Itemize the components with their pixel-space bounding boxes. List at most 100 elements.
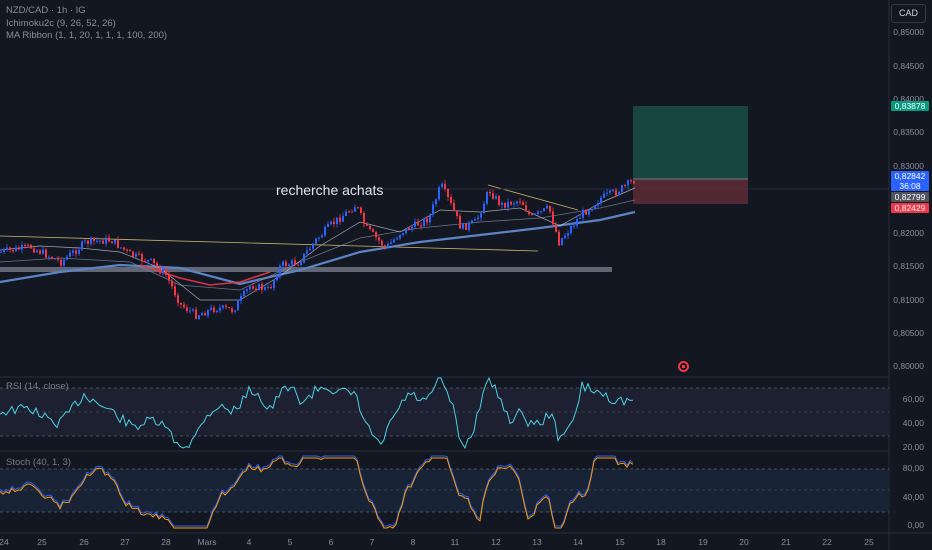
candle-body (6, 247, 8, 250)
candle-body (444, 183, 446, 190)
candle-body (273, 280, 275, 289)
candle-body (513, 203, 515, 205)
candle-body (279, 265, 281, 278)
ma-ribbon-legend[interactable]: MA Ribbon (1, 1, 20, 1, 1, 1, 100, 200) (6, 30, 168, 41)
candle-body (576, 219, 578, 226)
candle-body (408, 227, 410, 231)
candle-body (336, 217, 338, 224)
candle-body (231, 308, 233, 312)
candle-body (138, 253, 140, 255)
candle-body (96, 240, 98, 242)
candle-body (621, 185, 623, 193)
candle-body (234, 310, 236, 312)
candle-body (186, 307, 188, 312)
candle-body (285, 261, 287, 267)
candle-body (132, 251, 134, 257)
candle-body (159, 266, 161, 274)
candle-body (294, 260, 296, 265)
trend-line-long[interactable] (0, 235, 539, 252)
candle-body (210, 307, 212, 310)
candle-body (318, 237, 320, 239)
price-tick: 0,84500 (893, 61, 924, 71)
date-label: 28 (161, 537, 171, 547)
symbol-legend[interactable]: NZD/CAD · 1h · IG (6, 5, 86, 16)
candle-body (507, 201, 509, 208)
annotation-text[interactable]: recherche achats (276, 182, 384, 198)
price-tick: 0,85000 (893, 27, 924, 37)
candle-body (369, 225, 371, 230)
candle-body (204, 313, 206, 316)
candle-body (438, 187, 440, 200)
candle-body (366, 223, 368, 226)
candle-body (42, 249, 44, 254)
long-position-target-zone[interactable] (633, 106, 748, 179)
long-position-stop-zone[interactable] (633, 179, 748, 204)
candle-body (594, 205, 596, 210)
currency-button[interactable]: CAD (891, 4, 926, 23)
candle-body (30, 245, 32, 249)
candle-body (453, 202, 455, 212)
candle-body (156, 263, 158, 267)
stoch-d-line (0, 457, 634, 529)
candle-body (477, 217, 479, 220)
candle-body (21, 244, 23, 250)
price-tick: 0,80500 (893, 328, 924, 338)
candle-body (603, 193, 605, 198)
date-label: 20 (739, 537, 749, 547)
stoch-legend[interactable]: Stoch (40, 1, 3) (6, 457, 71, 468)
candle-body (153, 258, 155, 264)
price-tick: 0,83500 (893, 127, 924, 137)
date-label: 26 (79, 537, 89, 547)
candle-body (441, 183, 443, 188)
candle-body (609, 190, 611, 193)
candle-body (18, 247, 20, 250)
ma-100-line (0, 199, 636, 291)
candle-body (531, 214, 533, 216)
candle-body (330, 221, 332, 225)
candle-body (78, 249, 80, 254)
candle-body (585, 210, 587, 215)
support-zone[interactable] (0, 267, 612, 272)
candle-body (579, 217, 581, 220)
candle-body (633, 181, 635, 184)
date-label: 7 (369, 537, 375, 547)
candle-body (261, 283, 263, 290)
date-label: 13 (532, 537, 542, 547)
stoch-tick: 40,00 (902, 492, 924, 502)
candle-body (0, 251, 2, 253)
moving-average-lines (0, 187, 636, 301)
candle-body (252, 286, 254, 289)
candle-body (54, 258, 56, 260)
economic-event-icon[interactable] (678, 361, 689, 372)
price-tick: 0,81000 (893, 295, 924, 305)
candle-body (564, 235, 566, 239)
price-tick: 0,83000 (893, 161, 924, 171)
candle-body (402, 233, 404, 235)
candle-body (297, 264, 299, 266)
candle-body (120, 247, 122, 249)
candle-body (144, 260, 146, 262)
date-label: 27 (120, 537, 130, 547)
candle-body (615, 190, 617, 196)
candle-body (48, 256, 50, 258)
date-label: 19 (698, 537, 708, 547)
entry-price-tag: 0,82799 (891, 192, 929, 202)
candle-body (177, 295, 179, 303)
ichimoku-kijun-line (0, 187, 636, 301)
candle-body (63, 259, 65, 266)
candle-body (249, 286, 251, 290)
candle-body (303, 253, 305, 263)
candle-body (312, 243, 314, 249)
candle-body (630, 180, 632, 182)
candle-body (90, 237, 92, 244)
candle-body (213, 307, 215, 312)
candle-body (552, 211, 554, 225)
ichimoku-legend[interactable]: Ichimoku2c (9, 26, 52, 26) (6, 18, 116, 29)
rsi-legend[interactable]: RSI (14, close) (6, 381, 69, 392)
candle-body (528, 211, 530, 215)
candle-body (378, 237, 380, 241)
candle-body (321, 235, 323, 238)
candle-body (363, 212, 365, 224)
candle-body (99, 240, 101, 242)
